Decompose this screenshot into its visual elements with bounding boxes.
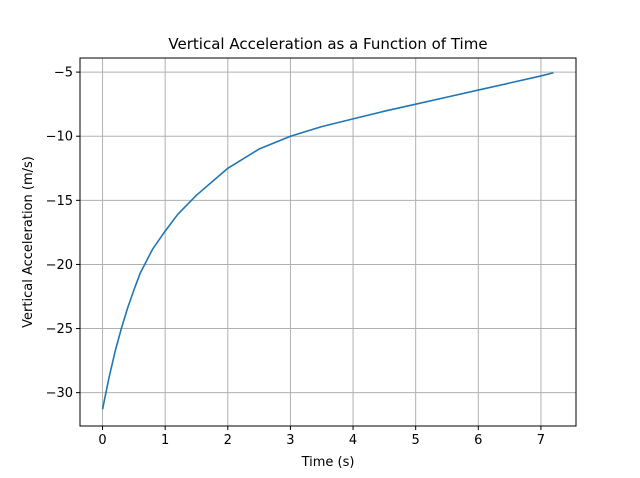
y-tick-label: −30	[46, 386, 73, 401]
y-tick-label: −20	[46, 258, 73, 273]
x-tick-label: 0	[98, 433, 106, 448]
axes-frame	[79, 57, 577, 427]
x-tick-label: 6	[474, 433, 482, 448]
x-tick-label: 7	[537, 433, 545, 448]
y-axis-label: Vertical Acceleration (m/s)	[21, 156, 36, 328]
x-axis-label: Time (s)	[301, 455, 355, 470]
x-axis-ticks: 0 1 2 3 4 5 6 7	[98, 426, 545, 448]
y-tick-label: −15	[46, 194, 73, 209]
plot-area	[101, 71, 554, 410]
x-tick-label: 5	[412, 433, 420, 448]
x-tick-label: 4	[349, 433, 357, 448]
grid	[80, 58, 576, 426]
y-tick-label: −10	[46, 130, 73, 145]
x-tick-label: 1	[161, 433, 169, 448]
x-tick-label: 2	[224, 433, 232, 448]
chart-title: Vertical Acceleration as a Function of T…	[168, 35, 487, 53]
y-axis-ticks: −30 −25 −20 −15 −10 −5	[46, 66, 80, 401]
y-tick-label: −5	[54, 66, 73, 81]
x-tick-label: 3	[286, 433, 294, 448]
series-line	[101, 71, 554, 410]
y-tick-label: −25	[46, 322, 73, 337]
